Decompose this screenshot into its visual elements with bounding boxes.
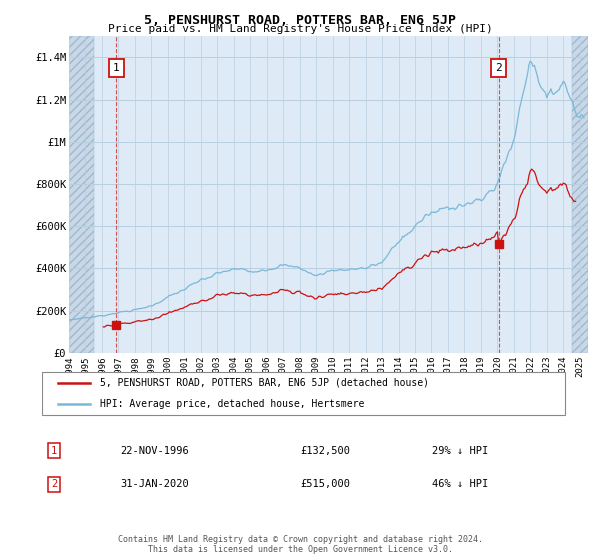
Text: 46% ↓ HPI: 46% ↓ HPI — [432, 479, 488, 489]
Text: 5, PENSHURST ROAD, POTTERS BAR, EN6 5JP: 5, PENSHURST ROAD, POTTERS BAR, EN6 5JP — [144, 14, 456, 27]
Text: 31-JAN-2020: 31-JAN-2020 — [120, 479, 189, 489]
Text: 5, PENSHURST ROAD, POTTERS BAR, EN6 5JP (detached house): 5, PENSHURST ROAD, POTTERS BAR, EN6 5JP … — [100, 378, 429, 388]
Text: 1: 1 — [113, 63, 120, 73]
Text: Contains HM Land Registry data © Crown copyright and database right 2024.
This d: Contains HM Land Registry data © Crown c… — [118, 535, 482, 554]
Text: 22-NOV-1996: 22-NOV-1996 — [120, 446, 189, 456]
Text: 29% ↓ HPI: 29% ↓ HPI — [432, 446, 488, 456]
Text: £515,000: £515,000 — [300, 479, 350, 489]
Text: 2: 2 — [496, 63, 502, 73]
Text: £132,500: £132,500 — [300, 446, 350, 456]
Text: 1: 1 — [51, 446, 57, 456]
Text: Price paid vs. HM Land Registry's House Price Index (HPI): Price paid vs. HM Land Registry's House … — [107, 24, 493, 34]
Text: 2: 2 — [51, 479, 57, 489]
Text: HPI: Average price, detached house, Hertsmere: HPI: Average price, detached house, Hert… — [100, 399, 364, 409]
FancyBboxPatch shape — [42, 372, 565, 416]
